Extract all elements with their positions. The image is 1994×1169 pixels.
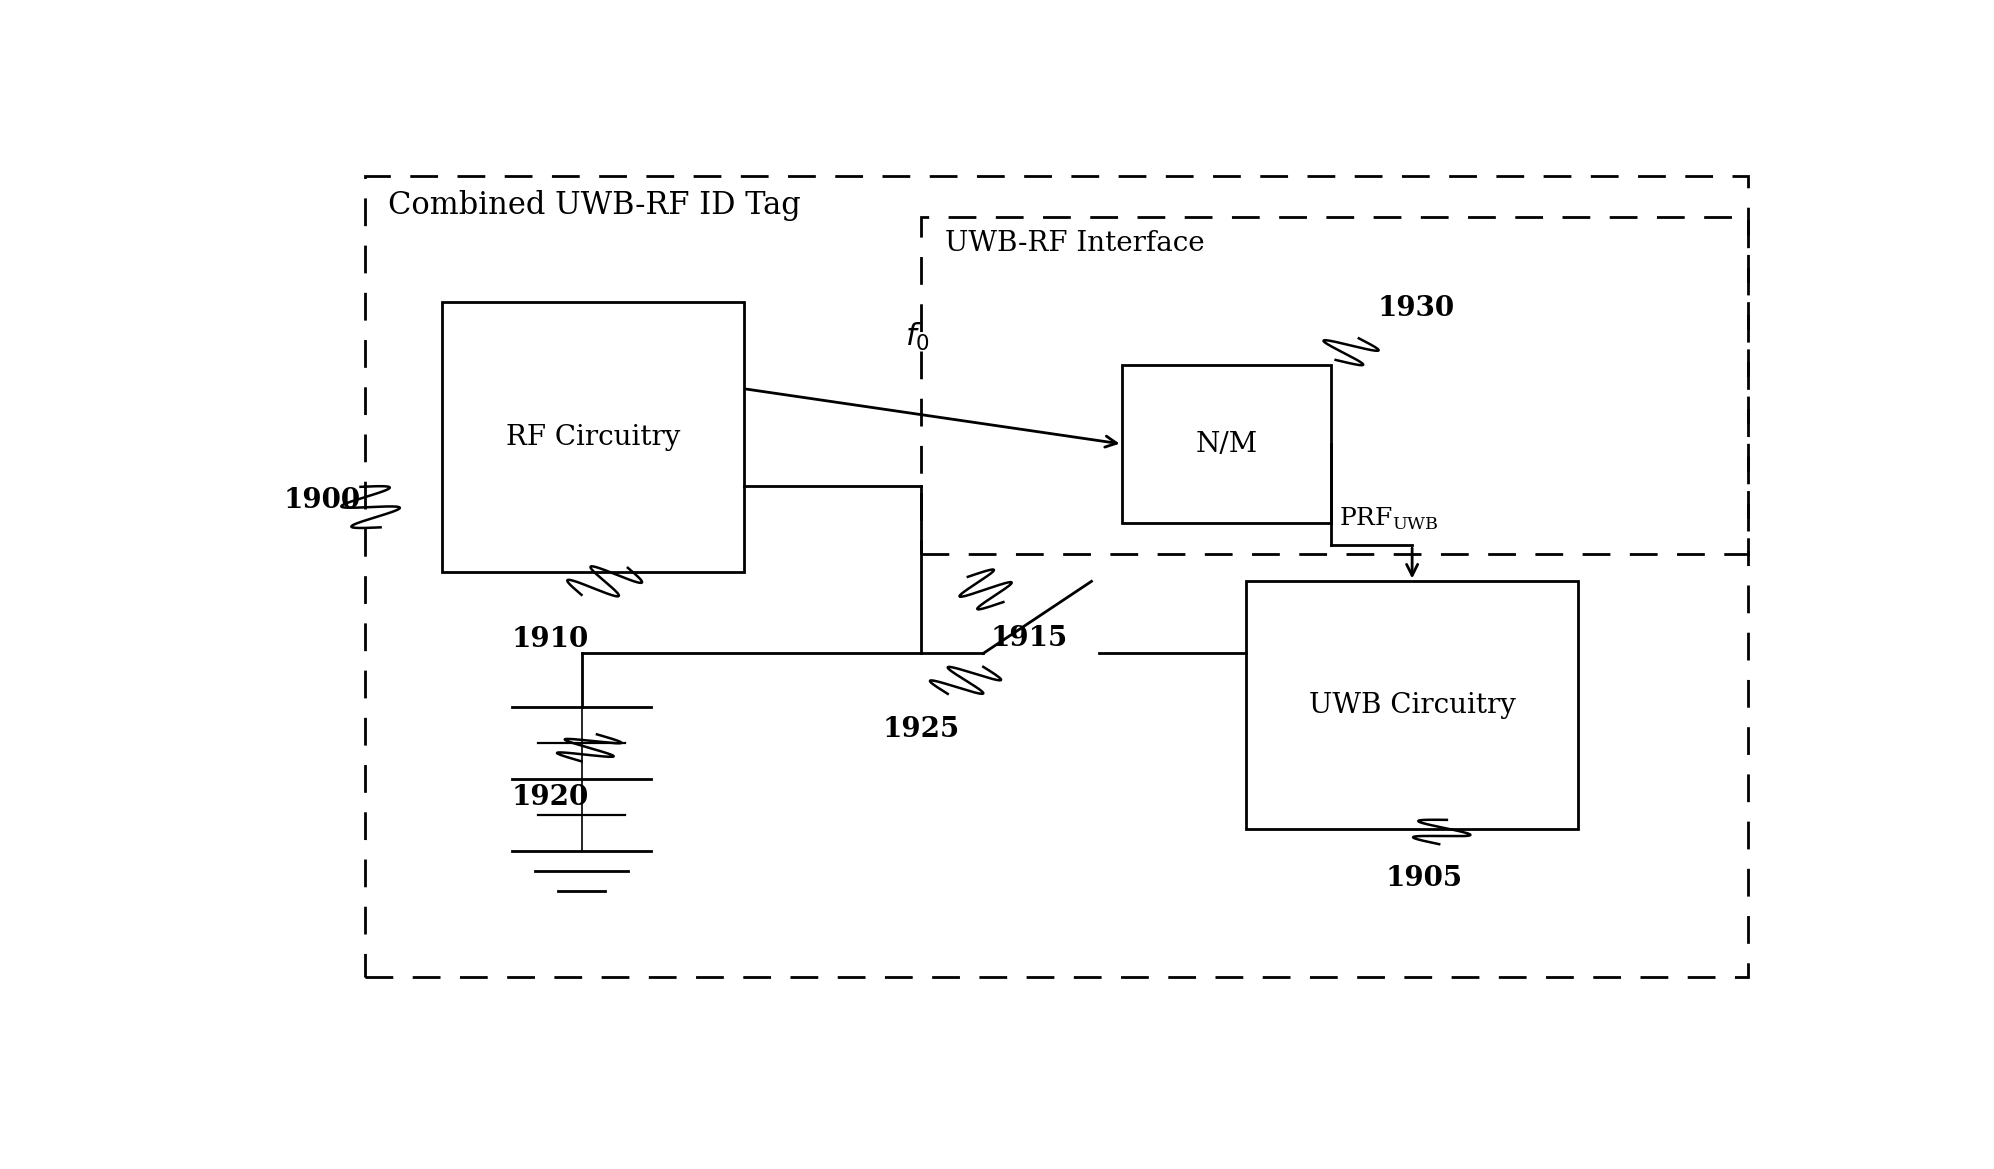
Bar bbox=[1246, 581, 1579, 829]
Bar bbox=[1123, 365, 1330, 523]
Text: 1930: 1930 bbox=[1378, 295, 1454, 323]
Text: 1905: 1905 bbox=[1386, 865, 1462, 892]
Text: $f_0$: $f_0$ bbox=[905, 320, 929, 353]
Text: PRF$_{\mathregular{UWB}}$: PRF$_{\mathregular{UWB}}$ bbox=[1338, 506, 1438, 532]
Text: N/M: N/M bbox=[1196, 430, 1258, 457]
Text: 1900: 1900 bbox=[283, 486, 361, 514]
Text: 1925: 1925 bbox=[883, 717, 959, 743]
Text: RF Circuitry: RF Circuitry bbox=[506, 424, 680, 451]
Text: 1920: 1920 bbox=[512, 784, 588, 811]
Text: Combined UWB-RF ID Tag: Combined UWB-RF ID Tag bbox=[389, 189, 802, 221]
Bar bbox=[443, 303, 744, 573]
Text: UWB Circuitry: UWB Circuitry bbox=[1308, 692, 1515, 719]
Text: UWB-RF Interface: UWB-RF Interface bbox=[945, 230, 1204, 257]
Text: 1915: 1915 bbox=[991, 624, 1069, 651]
Text: 1910: 1910 bbox=[512, 627, 588, 653]
